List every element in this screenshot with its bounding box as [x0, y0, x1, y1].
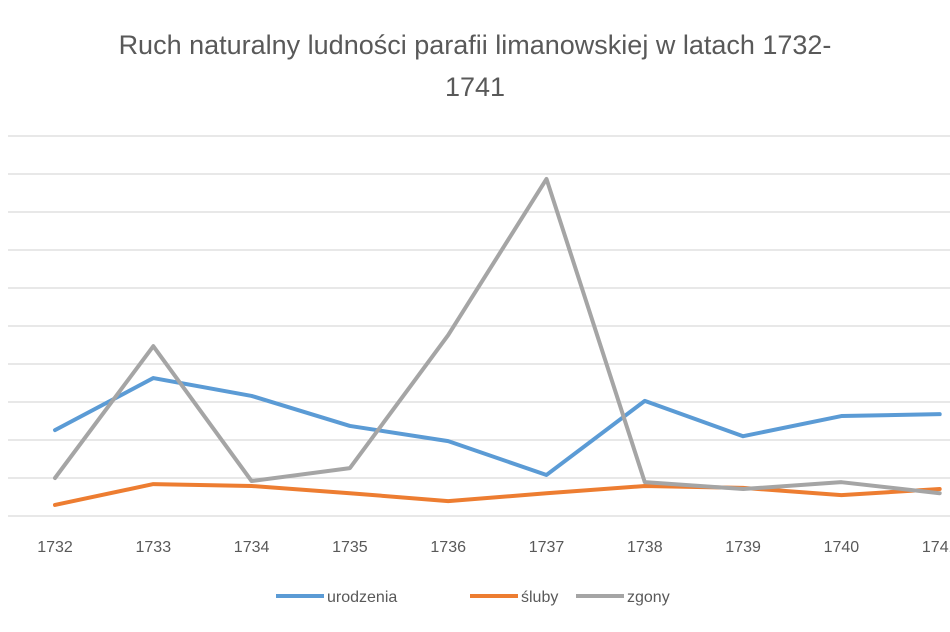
chart-title-line-1: Ruch naturalny ludności parafii limanows…: [119, 30, 832, 60]
chart-title-line-2: 1741: [445, 72, 505, 102]
legend-label: śluby: [521, 589, 558, 606]
x-tick-label: 1740: [824, 539, 860, 556]
x-tick-label: 1739: [725, 539, 761, 556]
legend-label: urodzenia: [327, 589, 397, 606]
x-tick-label: 1738: [627, 539, 663, 556]
x-tick-label: 1741: [922, 539, 950, 556]
series-line-zgony: [53, 176, 942, 496]
series-line-urodzenia: [53, 376, 942, 477]
series-line-śluby: [53, 482, 942, 507]
x-tick-label: 1734: [234, 539, 270, 556]
legend-label: zgony: [627, 589, 670, 606]
x-tick-label: 1737: [529, 539, 565, 556]
x-tick-label: 1736: [430, 539, 466, 556]
x-tick-label: 1735: [332, 539, 368, 556]
x-tick-label: 1733: [136, 539, 172, 556]
x-tick-label: 1732: [37, 539, 73, 556]
